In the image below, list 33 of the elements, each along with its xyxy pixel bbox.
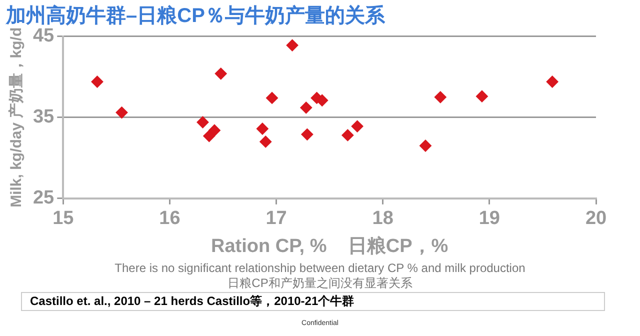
y-tick-label: 25 [32,188,55,209]
x-tick-label: 16 [159,208,180,230]
point [196,116,209,128]
point [419,140,432,152]
y-tick-label: 45 [32,26,55,47]
text: Castillo et. al., 2010 – 21 herds Castillo等，2010-21个牛群 [21,292,605,311]
x-tick-label: 17 [266,208,287,230]
x-tick-label: 18 [372,208,394,230]
point [301,128,314,140]
x-tick-label: 15 [52,208,74,230]
point [266,92,278,104]
point [342,129,354,142]
point [208,124,220,136]
point [286,39,298,52]
x-axis-title: Ration CP, % 日粮CP，% [210,234,448,257]
point [214,68,227,80]
text: There is no significant relationship between dietary CP % and milk production [114,261,526,275]
point [116,106,128,119]
point [256,122,268,135]
point [434,91,446,104]
point [546,76,558,88]
y-tick-label: 35 [32,106,55,128]
chart-title: 加州高奶牛群–日粮CP％与牛奶产量的关系 [6,4,385,28]
point [476,90,488,102]
point [300,102,312,114]
point [351,120,364,132]
x-tick-label: 19 [478,208,500,230]
point [203,130,216,142]
point [91,76,104,88]
x-tick-label: 20 [585,208,607,230]
point [260,136,272,148]
text: 日粮CP和产奶量之间没有显著关系 [226,275,414,292]
y-axis-title: Milk, kg/day 产奶量，kg/d [8,27,26,208]
